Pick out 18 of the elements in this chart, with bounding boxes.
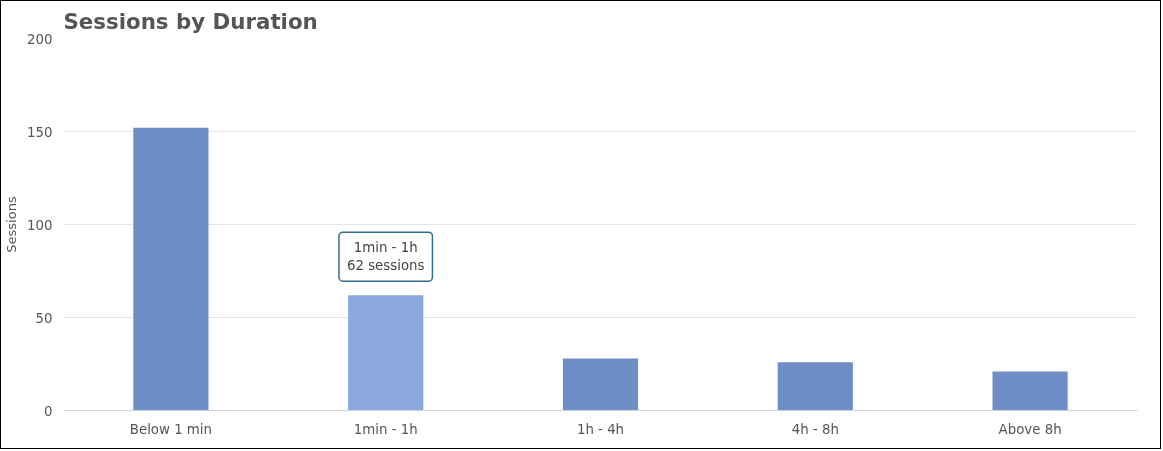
y-tick-label: 100 [27, 217, 53, 233]
bar [348, 295, 424, 411]
x-tick-label: Above 8h [998, 421, 1062, 437]
y-tick-label: 0 [44, 403, 53, 419]
bar [992, 371, 1068, 411]
y-axis-title: Sessions [4, 196, 20, 253]
chart-title: Sessions by Duration [63, 8, 318, 34]
annotation: 1min - 1h 62 sessions [346, 240, 425, 274]
x-tick-label: 1min - 1h [353, 421, 418, 437]
x-tick-label: 4h - 8h [791, 421, 839, 437]
x-tick-label: 1h - 4h [576, 421, 625, 437]
bar [777, 362, 853, 411]
y-tick-label: 50 [35, 310, 53, 326]
x-tick-label: Below 1 min [129, 421, 213, 437]
y-tick-label: 200 [27, 31, 53, 47]
bar [562, 358, 639, 411]
y-tick-label: 150 [27, 124, 53, 140]
bar [133, 127, 209, 411]
